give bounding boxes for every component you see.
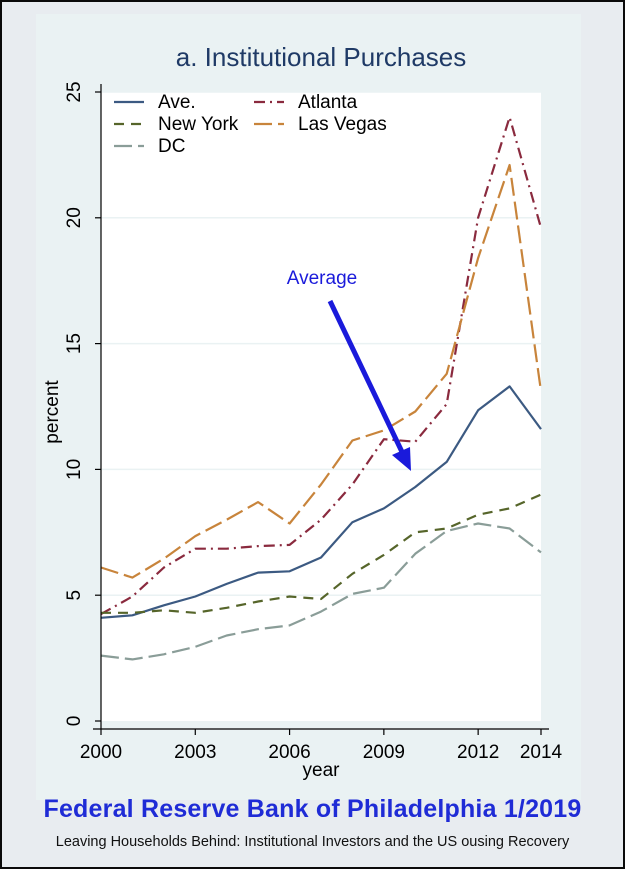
x-tick-label-2003: 2003 xyxy=(174,742,216,763)
y-tick-label-25: 25 xyxy=(64,81,85,102)
legend-label-atlanta: Atlanta xyxy=(298,92,358,113)
y-tick-label-15: 15 xyxy=(64,333,85,354)
average-annotation-label: Average xyxy=(287,268,357,289)
series-lines xyxy=(100,116,543,661)
line-chart: a. Institutional Purchases 0 5 10 15 20 25 20… xyxy=(42,42,563,781)
y-tick-label-0: 0 xyxy=(64,716,85,727)
x-tick-label-2009: 2009 xyxy=(363,742,405,763)
footer-title: Federal Reserve Bank of Philadelphia 1/2… xyxy=(43,795,582,823)
legend-label-dc: DC xyxy=(158,136,185,157)
y-axis-label: percent xyxy=(42,380,63,444)
chart-title: a. Institutional Purchases xyxy=(176,42,467,72)
gridlines xyxy=(101,91,541,596)
y-axis-ticks: 0 5 10 15 20 25 xyxy=(64,81,101,726)
x-tick-label-2000: 2000 xyxy=(80,742,122,763)
plot-area xyxy=(101,92,541,721)
average-annotation-arrow xyxy=(327,299,406,456)
x-tick-label-2006: 2006 xyxy=(268,742,310,763)
y-tick-label-20: 20 xyxy=(64,207,85,228)
plot-background xyxy=(101,92,541,721)
axes xyxy=(93,84,549,730)
legend-label-las-vegas: Las Vegas xyxy=(298,114,387,135)
x-axis-ticks: 2000 2003 2006 2009 2012 2014 xyxy=(80,729,563,763)
y-tick-label-10: 10 xyxy=(64,459,85,480)
series-line-dc xyxy=(100,522,542,661)
series-line-ave xyxy=(100,385,542,619)
average-annotation: Average xyxy=(287,268,411,471)
legend: Ave. Atlanta New York Las Vegas DC xyxy=(114,92,387,157)
average-annotation-arrowhead xyxy=(392,447,411,471)
series-line-las-vegas xyxy=(100,163,543,579)
x-tick-label-2012: 2012 xyxy=(457,742,499,763)
x-axis-label: year xyxy=(303,760,341,781)
series-line-new-york xyxy=(101,493,542,614)
series-line-atlanta xyxy=(100,116,543,616)
legend-label-new-york: New York xyxy=(158,114,239,135)
chart-panel: a. Institutional Purchases 0 5 10 15 20 25 20… xyxy=(36,14,581,800)
legend-label-ave: Ave. xyxy=(158,92,196,113)
y-tick-label-5: 5 xyxy=(64,590,85,601)
x-tick-label-2014: 2014 xyxy=(520,742,563,763)
footer-subtitle: Leaving Households Behind: Institutional… xyxy=(55,834,570,850)
